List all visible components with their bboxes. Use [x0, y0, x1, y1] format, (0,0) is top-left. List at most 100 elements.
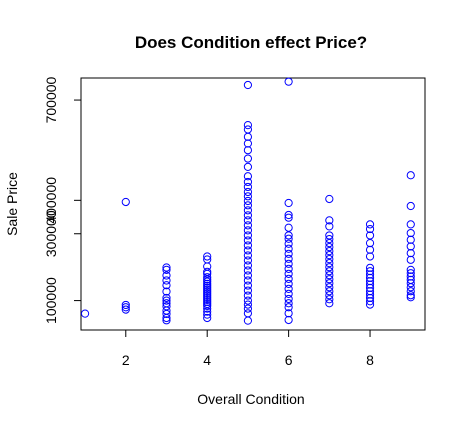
data-point — [243, 121, 253, 130]
data-point — [284, 274, 293, 283]
data-point — [284, 254, 293, 263]
data-point — [121, 305, 130, 314]
data-point — [365, 273, 375, 282]
data-point — [325, 271, 334, 280]
data-point — [325, 295, 334, 304]
data-point — [243, 125, 253, 134]
data-point — [406, 255, 415, 264]
data-point — [203, 301, 212, 311]
data-point — [121, 197, 130, 207]
data-point — [325, 234, 334, 244]
data-point — [365, 263, 375, 272]
data-point — [243, 261, 253, 270]
data-point — [365, 239, 375, 248]
data-point — [203, 291, 212, 301]
data-point — [325, 275, 334, 284]
data-point — [243, 132, 253, 141]
data-point — [243, 256, 253, 265]
data-point — [162, 313, 171, 323]
data-point — [325, 216, 334, 225]
data-point — [406, 265, 415, 274]
data-point — [243, 236, 253, 245]
data-point — [284, 210, 293, 220]
x-tick-label: 8 — [366, 352, 374, 368]
data-point — [325, 291, 334, 300]
data-point — [284, 231, 293, 240]
data-point — [203, 310, 212, 319]
data-point — [162, 265, 171, 274]
data-point — [284, 249, 293, 258]
data-point — [243, 291, 253, 300]
data-point — [325, 247, 334, 256]
data-point — [243, 241, 253, 250]
data-point — [365, 220, 375, 229]
data-point — [325, 194, 334, 204]
data-point — [365, 224, 375, 234]
data-point — [325, 255, 334, 264]
data-point — [284, 223, 293, 232]
data-point — [203, 273, 212, 282]
data-point — [284, 77, 293, 86]
data-point — [203, 295, 212, 305]
data-point — [406, 269, 415, 278]
data-point — [203, 283, 212, 292]
data-point — [406, 228, 415, 238]
data-point — [243, 201, 253, 210]
data-point — [243, 276, 253, 285]
data-point — [162, 263, 171, 272]
data-point — [365, 297, 375, 306]
x-tick-label: 2 — [122, 352, 130, 368]
data-point — [325, 283, 334, 292]
data-point — [325, 267, 334, 276]
data-point — [162, 281, 171, 290]
data-point — [203, 293, 212, 303]
data-point — [203, 285, 212, 294]
data-point — [406, 272, 415, 281]
data-point — [243, 226, 253, 235]
data-point — [121, 303, 130, 312]
data-point — [325, 251, 334, 260]
data-point — [406, 291, 415, 300]
data-point — [243, 271, 253, 280]
data-point — [325, 299, 334, 308]
data-point — [365, 293, 375, 303]
data-point — [243, 309, 253, 318]
y-axis-label: Sale Price — [4, 172, 20, 236]
data-point — [406, 201, 415, 211]
data-point — [365, 267, 375, 276]
data-points — [80, 77, 415, 325]
data-point — [243, 162, 253, 172]
data-point — [365, 252, 375, 261]
data-point — [406, 171, 415, 180]
data-point — [243, 139, 253, 148]
x-tick-label: 4 — [203, 352, 211, 368]
data-point — [284, 259, 293, 268]
data-point — [243, 211, 253, 220]
data-point — [406, 242, 415, 251]
data-point — [284, 264, 293, 273]
data-point — [80, 309, 90, 318]
data-point — [365, 290, 375, 299]
y-tick-label: 100000 — [43, 277, 59, 324]
data-point — [365, 300, 375, 309]
data-point — [243, 177, 253, 187]
data-point — [203, 307, 212, 316]
data-point — [243, 192, 253, 201]
data-point — [203, 297, 212, 307]
data-point — [406, 220, 415, 229]
data-point — [243, 206, 253, 215]
data-point — [243, 300, 253, 309]
data-point — [203, 275, 212, 284]
data-point — [284, 279, 293, 288]
data-point — [243, 304, 253, 313]
data-point — [162, 287, 171, 296]
data-point — [325, 222, 334, 231]
data-point — [325, 263, 334, 272]
data-point — [203, 279, 212, 288]
data-point — [243, 221, 253, 230]
data-point — [406, 293, 415, 302]
data-point — [121, 300, 130, 310]
data-point — [325, 243, 334, 252]
data-point — [365, 270, 375, 279]
data-point — [243, 187, 253, 197]
